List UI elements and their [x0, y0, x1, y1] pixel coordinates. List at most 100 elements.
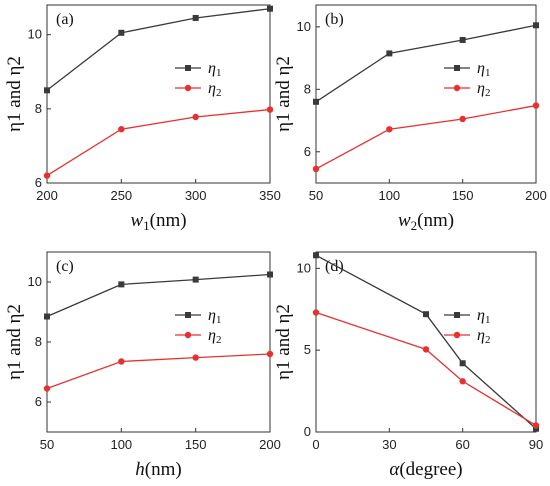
- y-axis-title: η1 and η2: [4, 56, 25, 132]
- x-tick-label: 90: [529, 437, 543, 452]
- data-point: [267, 5, 273, 12]
- plot-frame: [315, 251, 537, 433]
- data-point: [312, 309, 320, 316]
- data-point: [312, 165, 320, 173]
- panel-label: (d): [325, 258, 344, 275]
- data-point: [386, 126, 393, 133]
- x-tick-label: 0: [312, 437, 319, 452]
- panel-label: (c): [56, 258, 74, 275]
- x-tick-label: 60: [455, 437, 469, 452]
- legend-marker: [184, 331, 192, 339]
- data-point: [266, 350, 274, 358]
- x-tick-label: 150: [452, 188, 474, 203]
- panel-label: (a): [56, 11, 74, 28]
- legend-marker: [184, 84, 192, 92]
- data-point: [532, 102, 540, 109]
- legend-label: η2: [208, 80, 221, 99]
- series-line-2: [315, 311, 537, 427]
- y-axis-title: η1 and η2: [4, 304, 25, 380]
- x-axis-title: w2(nm): [398, 210, 454, 233]
- x-tick-label: 200: [525, 188, 547, 203]
- data-point: [118, 281, 125, 288]
- x-tick-label: 100: [378, 188, 400, 203]
- series-line-2: [46, 353, 271, 390]
- series-line-1: [46, 8, 271, 91]
- y-tick-label: 8: [304, 81, 311, 96]
- series-line-1: [315, 24, 537, 103]
- y-tick-label: 8: [35, 101, 42, 116]
- x-tick-label: 50: [309, 188, 323, 203]
- legend-marker: [185, 312, 191, 318]
- y-tick-label: 6: [35, 394, 42, 409]
- data-point: [192, 276, 199, 283]
- data-point: [192, 354, 199, 361]
- y-tick-label: 6: [304, 144, 311, 159]
- data-point: [423, 311, 429, 318]
- data-point: [43, 172, 51, 179]
- x-tick-label: 250: [110, 188, 132, 203]
- x-axis-title: w1(nm): [130, 210, 186, 233]
- data-point: [192, 113, 199, 121]
- x-tick-label: 50: [40, 437, 54, 452]
- legend-label: η1: [477, 307, 490, 326]
- y-tick-label: 5: [304, 342, 311, 357]
- y-tick-label: 6: [35, 175, 42, 190]
- legend-marker: [454, 65, 460, 71]
- x-tick-label: 30: [382, 437, 396, 452]
- series-line-2: [46, 108, 271, 177]
- x-tick-label: 350: [259, 188, 281, 203]
- data-point: [313, 252, 319, 259]
- y-tick-label: 10: [297, 260, 311, 275]
- y-axis-title: η1 and η2: [273, 304, 294, 380]
- y-tick-label: 10: [297, 19, 311, 34]
- data-point: [459, 360, 466, 367]
- data-point: [533, 425, 539, 432]
- data-point: [532, 422, 540, 429]
- data-point: [459, 36, 466, 43]
- x-tick-label: 200: [259, 437, 281, 452]
- data-point: [118, 358, 125, 365]
- y-tick-label: 10: [28, 274, 42, 289]
- legend-label: η2: [477, 80, 490, 99]
- series-line-1: [315, 254, 537, 430]
- data-point: [533, 22, 539, 29]
- x-tick-label: 150: [185, 437, 207, 452]
- series-line-1: [46, 273, 271, 318]
- x-tick-label: 200: [36, 188, 58, 203]
- data-point: [313, 98, 319, 105]
- data-point: [118, 29, 125, 36]
- x-tick-label: 300: [185, 188, 207, 203]
- x-axis-title: h(nm): [135, 459, 181, 480]
- legend-label: η2: [208, 327, 221, 346]
- x-tick-label: 100: [110, 437, 132, 452]
- legend-label: η1: [477, 60, 490, 79]
- legend-marker: [185, 65, 191, 71]
- data-point: [43, 385, 51, 392]
- data-point: [459, 378, 466, 385]
- y-axis-title: η1 and η2: [273, 56, 294, 132]
- legend-label: η2: [477, 327, 490, 346]
- legend-marker: [453, 84, 461, 92]
- legend-label: η1: [208, 307, 221, 326]
- data-point: [266, 106, 274, 113]
- data-point: [192, 14, 199, 21]
- data-point: [44, 87, 50, 94]
- data-point: [118, 126, 125, 133]
- data-point: [422, 346, 430, 353]
- data-point: [267, 271, 273, 278]
- y-tick-label: 0: [304, 424, 311, 439]
- data-point: [44, 313, 50, 320]
- panel-label: (b): [325, 11, 344, 28]
- data-point: [386, 50, 393, 57]
- plot-frame: [46, 251, 271, 433]
- data-point: [459, 115, 466, 123]
- legend-marker: [453, 331, 461, 339]
- y-tick-label: 8: [35, 334, 42, 349]
- legend-label: η1: [208, 60, 221, 79]
- plot-frame: [46, 4, 271, 184]
